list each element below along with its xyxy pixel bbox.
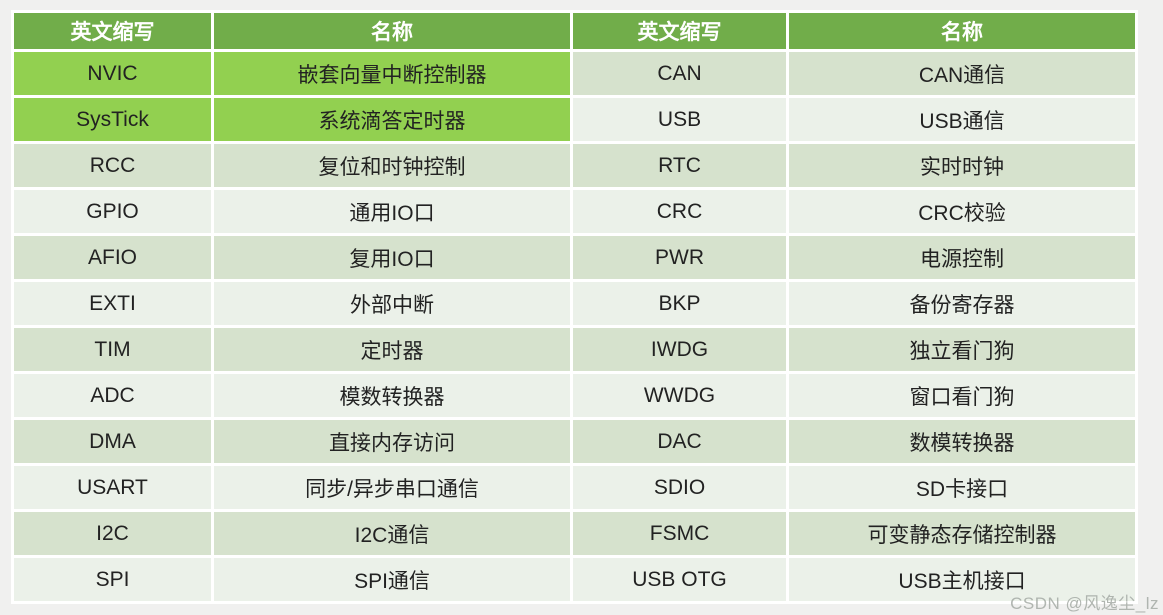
name-right-cell: CAN通信 (789, 52, 1135, 95)
table-row: SysTick 系统滴答定时器 USB USB通信 (14, 98, 1135, 141)
table-body: NVIC 嵌套向量中断控制器 CAN CAN通信 SysTick 系统滴答定时器 USB US… (14, 52, 1135, 601)
peripheral-table-container: 英文缩写 名称 英文缩写 名称 NVIC 嵌套向量中断控制器 CAN CAN通信 Sys… (11, 10, 1138, 604)
abbr-left-cell: SPI (14, 558, 211, 601)
table-row: USART 同步/异步串口通信 SDIO SD卡接口 (14, 466, 1135, 509)
name-left-cell: 复位和时钟控制 (214, 144, 570, 187)
column-header-name-right: 名称 (789, 13, 1135, 49)
abbr-right-cell: CAN (573, 52, 786, 95)
abbr-right-cell: PWR (573, 236, 786, 279)
name-left-cell: I2C通信 (214, 512, 570, 555)
name-right-cell: 电源控制 (789, 236, 1135, 279)
table-row: GPIO 通用IO口 CRC CRC校验 (14, 190, 1135, 233)
column-header-name-left: 名称 (214, 13, 570, 49)
table-row: AFIO 复用IO口 PWR 电源控制 (14, 236, 1135, 279)
name-right-cell: 可变静态存储控制器 (789, 512, 1135, 555)
abbr-left-cell: I2C (14, 512, 211, 555)
abbr-left-cell: NVIC (14, 52, 211, 95)
name-right-cell: 窗口看门狗 (789, 374, 1135, 417)
table-row: DMA 直接内存访问 DAC 数模转换器 (14, 420, 1135, 463)
abbr-right-cell: USB OTG (573, 558, 786, 601)
name-left-cell: 定时器 (214, 328, 570, 371)
abbr-right-cell: BKP (573, 282, 786, 325)
name-left-cell: 通用IO口 (214, 190, 570, 233)
name-left-cell: 嵌套向量中断控制器 (214, 52, 570, 95)
name-left-cell: SPI通信 (214, 558, 570, 601)
name-right-cell: 数模转换器 (789, 420, 1135, 463)
table-row: RCC 复位和时钟控制 RTC 实时时钟 (14, 144, 1135, 187)
abbr-right-cell: FSMC (573, 512, 786, 555)
name-right-cell: CRC校验 (789, 190, 1135, 233)
name-right-cell: USB主机接口 (789, 558, 1135, 601)
column-header-abbr-left: 英文缩写 (14, 13, 211, 49)
abbr-right-cell: USB (573, 98, 786, 141)
abbr-left-cell: USART (14, 466, 211, 509)
name-left-cell: 外部中断 (214, 282, 570, 325)
name-left-cell: 系统滴答定时器 (214, 98, 570, 141)
name-left-cell: 直接内存访问 (214, 420, 570, 463)
abbr-right-cell: WWDG (573, 374, 786, 417)
table-row: NVIC 嵌套向量中断控制器 CAN CAN通信 (14, 52, 1135, 95)
abbr-left-cell: EXTI (14, 282, 211, 325)
abbr-right-cell: SDIO (573, 466, 786, 509)
abbr-left-cell: DMA (14, 420, 211, 463)
abbr-right-cell: DAC (573, 420, 786, 463)
abbr-right-cell: CRC (573, 190, 786, 233)
abbr-left-cell: RCC (14, 144, 211, 187)
table-row: TIM 定时器 IWDG 独立看门狗 (14, 328, 1135, 371)
abbr-left-cell: ADC (14, 374, 211, 417)
abbr-left-cell: GPIO (14, 190, 211, 233)
name-right-cell: 备份寄存器 (789, 282, 1135, 325)
column-header-abbr-right: 英文缩写 (573, 13, 786, 49)
name-left-cell: 模数转换器 (214, 374, 570, 417)
name-right-cell: 实时时钟 (789, 144, 1135, 187)
table-header-row: 英文缩写 名称 英文缩写 名称 (14, 13, 1135, 49)
abbr-right-cell: RTC (573, 144, 786, 187)
name-right-cell: USB通信 (789, 98, 1135, 141)
abbr-left-cell: SysTick (14, 98, 211, 141)
table-row: ADC 模数转换器 WWDG 窗口看门狗 (14, 374, 1135, 417)
table-row: EXTI 外部中断 BKP 备份寄存器 (14, 282, 1135, 325)
abbr-left-cell: TIM (14, 328, 211, 371)
name-right-cell: SD卡接口 (789, 466, 1135, 509)
abbr-right-cell: IWDG (573, 328, 786, 371)
name-right-cell: 独立看门狗 (789, 328, 1135, 371)
name-left-cell: 同步/异步串口通信 (214, 466, 570, 509)
abbr-left-cell: AFIO (14, 236, 211, 279)
table-row: I2C I2C通信 FSMC 可变静态存储控制器 (14, 512, 1135, 555)
name-left-cell: 复用IO口 (214, 236, 570, 279)
peripheral-table: 英文缩写 名称 英文缩写 名称 NVIC 嵌套向量中断控制器 CAN CAN通信 Sys… (11, 10, 1138, 604)
table-row: SPI SPI通信 USB OTG USB主机接口 (14, 558, 1135, 601)
